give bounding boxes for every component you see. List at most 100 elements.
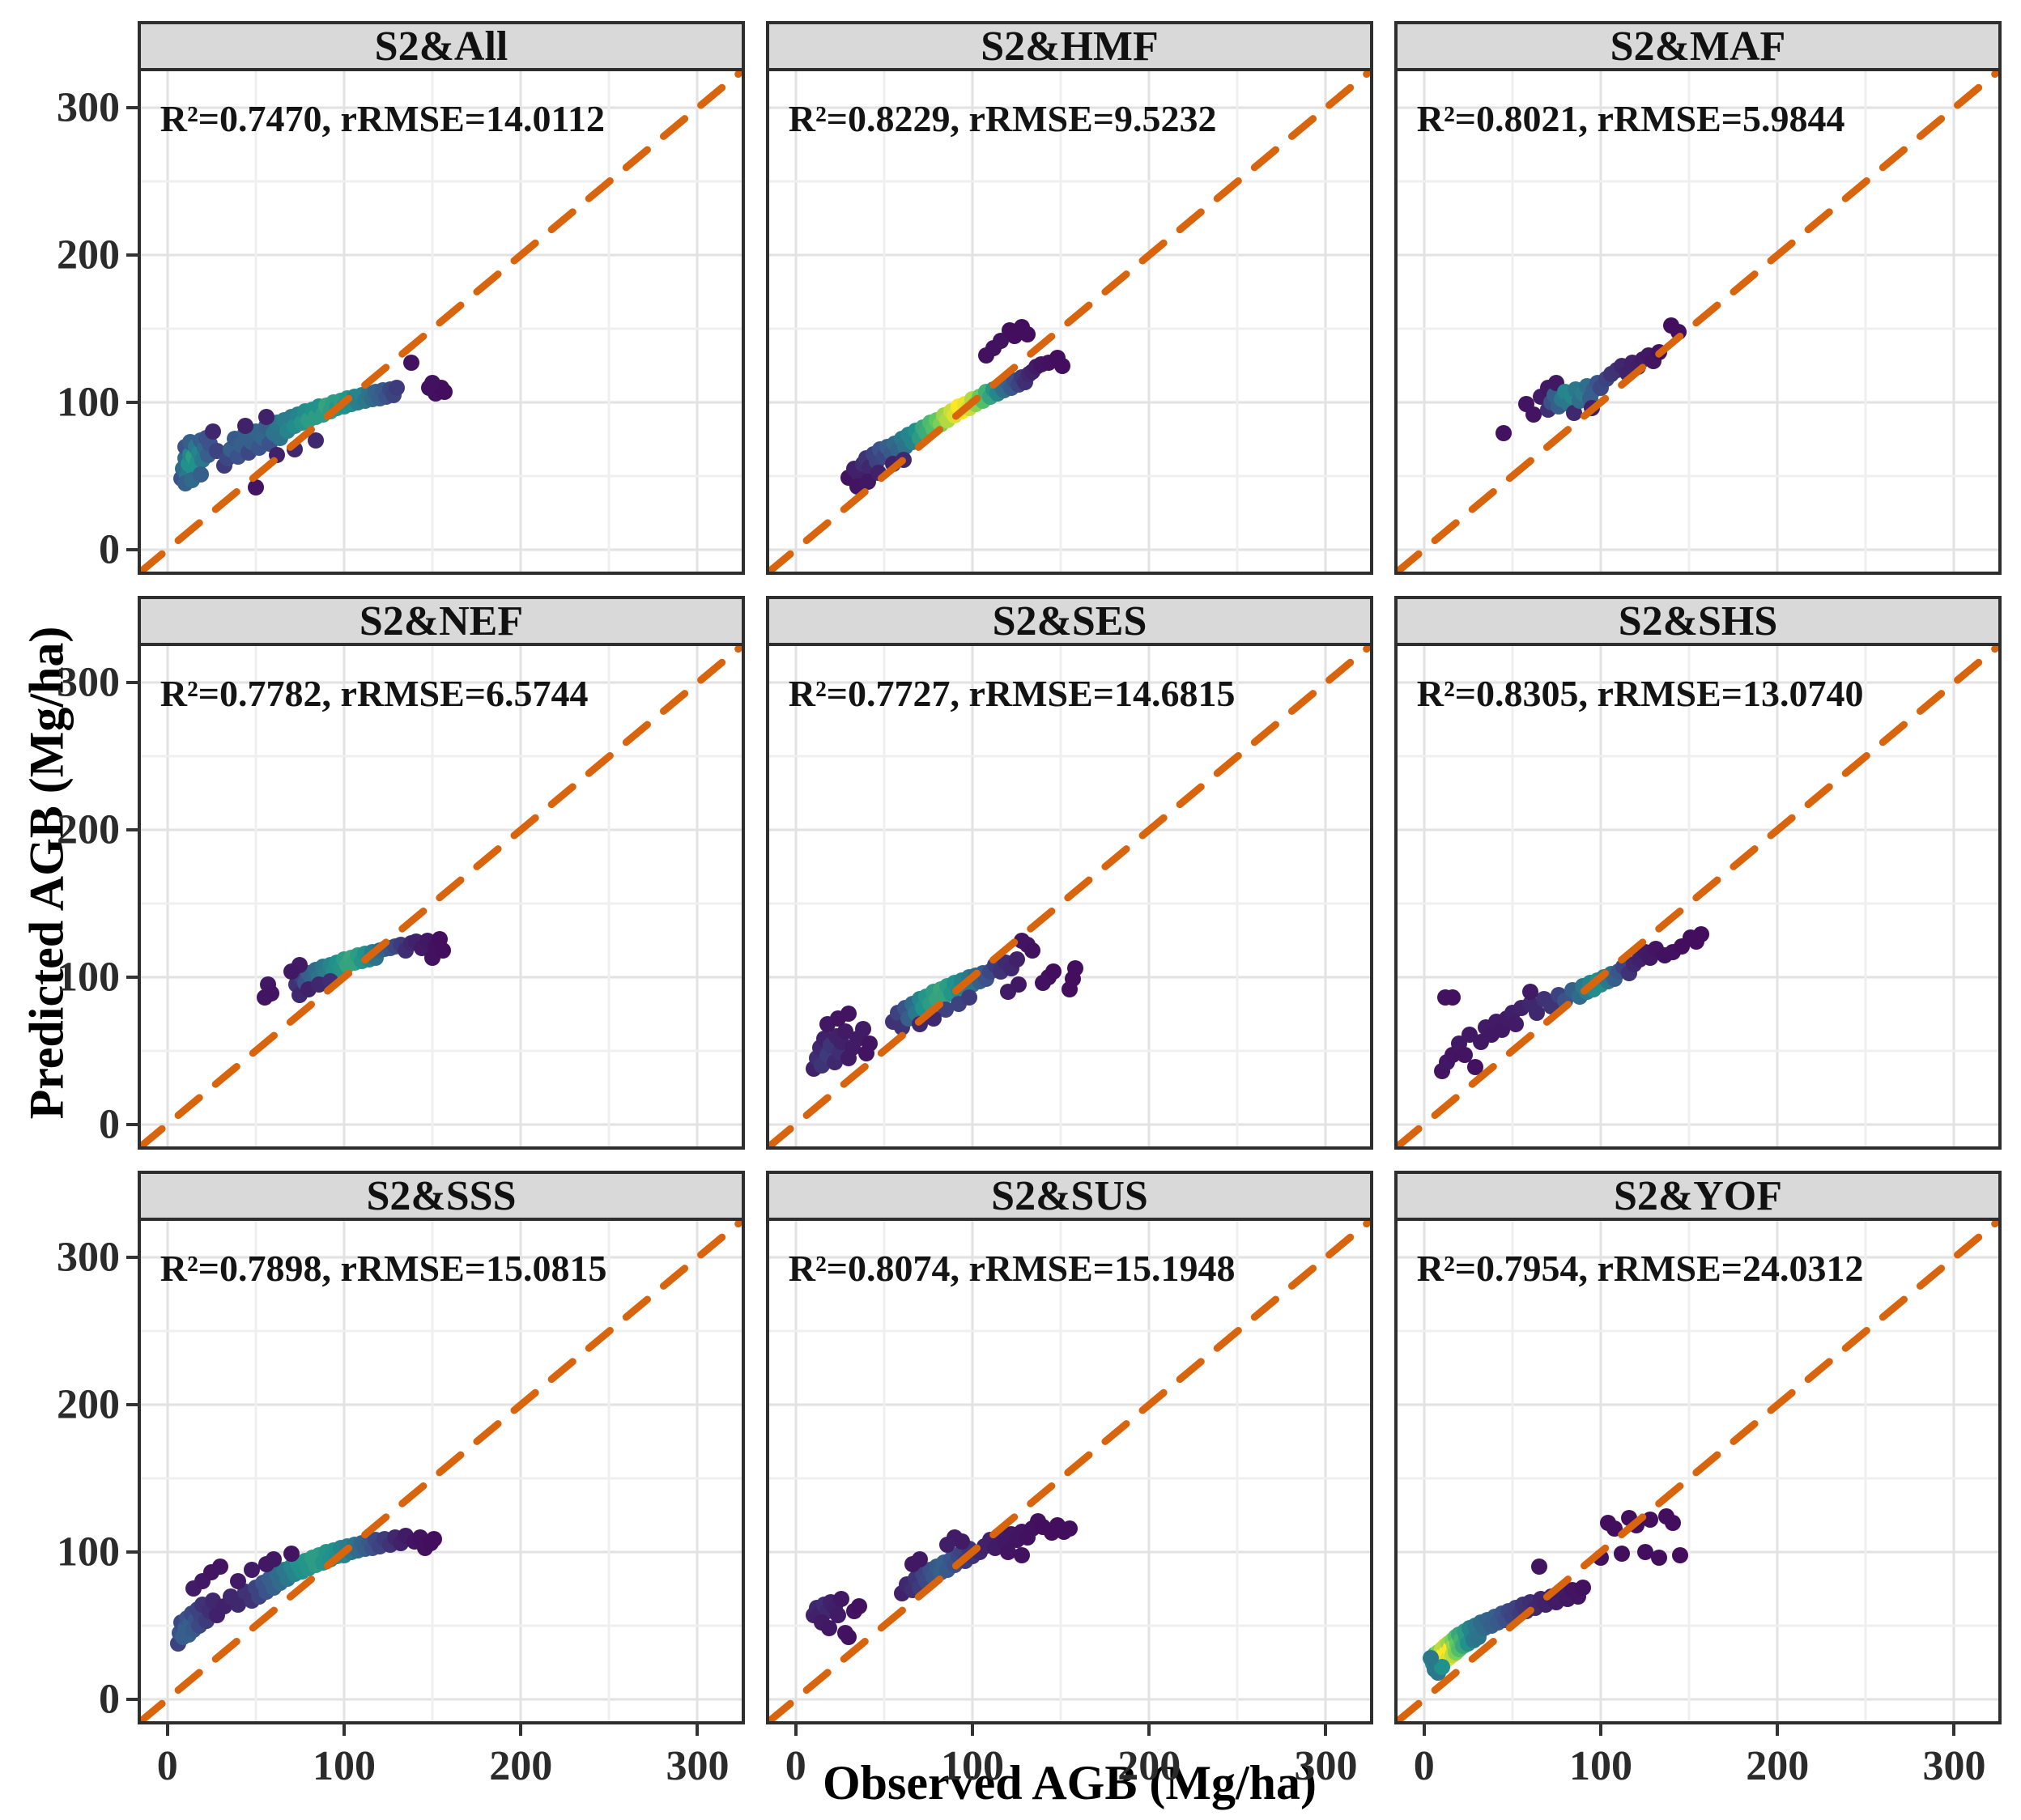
gridline-major [769,1403,1370,1406]
stats-annotation: R²=0.7727, rRMSE=14.6815 [788,673,1236,715]
x-tick-mark [794,1721,798,1736]
gridline-major [141,681,742,684]
identity-line [1398,646,1998,1146]
gridline-major [141,1550,742,1554]
data-point [862,1035,879,1052]
y-tick-label: 0 [99,526,120,573]
data-point [236,418,253,435]
y-tick-label: 100 [57,954,120,1001]
plot-layer [769,1221,1370,1721]
y-tick-label: 300 [57,659,120,706]
gridline-major [769,828,1370,831]
gridline-major [1324,646,1327,1146]
data-point [389,379,406,396]
data-point [851,1598,868,1615]
gridline-minor [431,646,434,1146]
gridline-minor [431,71,434,572]
facet-panel-s2-maf: R²=0.8021, rRMSE=5.9844 [1394,71,2002,575]
data-point [1508,1016,1525,1033]
gridline-minor [431,1221,434,1721]
data-point [1010,976,1027,993]
gridline-minor [1236,71,1239,572]
gridline-major [1398,1123,1998,1126]
data-point [1525,406,1542,423]
data-point [205,423,222,440]
gridline-minor [1059,646,1062,1146]
data-point [1693,926,1710,943]
facet-panel-s2-all: R²=0.7470, rRMSE=14.0112 0 100 200 300 [57,71,745,575]
gridline-major [141,401,742,404]
plot-layer [1398,646,1998,1146]
gridline-major [519,71,522,572]
gridline-major [769,1550,1370,1554]
facet-panel-s2-ses: R²=0.7727, rRMSE=14.6815 [766,646,1373,1150]
y-tick-mark [126,975,141,979]
facet-strip: S2&NEF [138,596,745,646]
gridline-major [1398,401,1998,404]
gridline-major [141,828,742,831]
x-tick-label: 300 [1294,1743,1358,1789]
x-tick-label: 0 [785,1743,806,1789]
facet-s2-maf: S2&MAF R²=0.8021, rRMSE=5.9844 [1394,21,2002,575]
gridline-major [1324,1221,1327,1721]
y-tick-mark [126,1122,141,1126]
gridline-minor [1511,1221,1514,1721]
stats-annotation: R²=0.7898, rRMSE=15.0815 [160,1248,607,1290]
x-axis-title: Observed AGB (Mg/ha) [823,1756,1317,1809]
gridline-major [166,1221,169,1721]
gridline-major [1599,646,1602,1146]
gridline-minor [769,1049,1370,1052]
y-tick-label: 200 [57,806,120,853]
gridline-major [141,1698,742,1701]
facet-title: S2&SHS [1618,597,1778,644]
gridline-major [769,1256,1370,1259]
data-point [257,409,274,426]
identity-line [141,71,742,572]
gridline-minor [1398,755,1998,758]
identity-line [769,71,1370,572]
data-point [833,1591,850,1608]
gridline-major [769,1698,1370,1701]
facet-s2-ses: S2&SES R²=0.7727, rRMSE=14.6815 [766,596,1373,1150]
data-point [436,384,453,401]
gridline-minor [141,902,742,905]
gridline-minor [1398,474,1998,478]
x-tick-label: 300 [666,1743,730,1789]
gridline-minor [769,474,1370,478]
data-point [840,1006,857,1023]
gridline-major [1599,71,1602,572]
gridline-major [1398,253,1998,257]
gridline-minor [141,1049,742,1052]
data-point [283,1545,300,1562]
x-tick-mark [696,1721,700,1736]
facet-title: S2&SUS [991,1172,1148,1219]
gridline-major [166,71,169,572]
facet-s2-all: S2&All R²=0.7470, rRMSE=14.0112 0 100 200 3… [57,21,745,575]
facet-strip: S2&MAF [1394,21,2002,71]
gridline-major [141,976,742,979]
gridline-major [1147,1221,1151,1721]
x-tick-mark [1952,1721,1956,1736]
gridline-minor [1687,646,1691,1146]
gridline-major [1776,646,1779,1146]
gridline-minor [141,1329,742,1333]
plot-layer [141,1221,742,1721]
plot-layer [1398,1221,1998,1721]
y-tick-label: 200 [57,1381,120,1428]
x-tick-mark [970,1721,974,1736]
gridline-major [1398,548,1998,551]
data-point [1433,1658,1450,1675]
data-point [1014,1546,1031,1563]
facet-panel-s2-sss: R²=0.7898, rRMSE=15.0815 0 100 200 300 0 100 2… [57,1221,745,1789]
y-tick-label: 0 [99,1101,120,1148]
data-point [1019,326,1036,343]
data-point [263,984,280,1001]
gridline-minor [1236,646,1239,1146]
data-point [247,479,264,496]
data-point [244,1561,261,1578]
plot-layer [141,71,742,572]
facet-s2-yof: S2&YOF R²=0.7954, rRMSE=24.0312 0 100 200 3… [1394,1171,2002,1789]
data-point [1642,1511,1659,1528]
data-point [1672,1546,1689,1563]
